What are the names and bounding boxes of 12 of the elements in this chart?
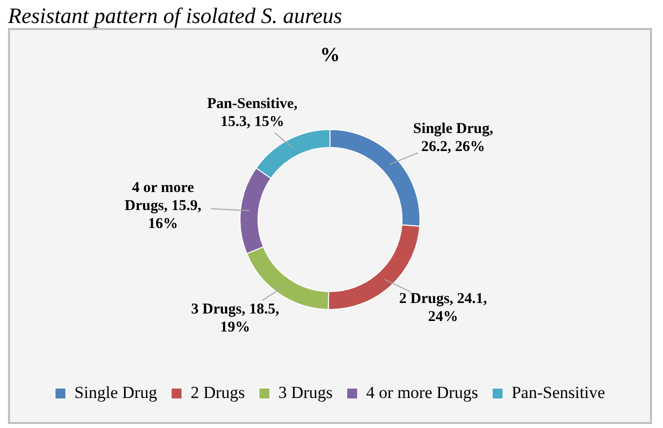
legend-label: Pan-Sensitive (512, 382, 606, 402)
data-label: Single Drug, 26.2, 26% (413, 120, 494, 155)
legend-label: Single Drug (74, 382, 158, 402)
data-label: 4 or more Drugs, 15.9, 16% (124, 180, 202, 232)
data-label: 2 Drugs, 24.1, 24% (399, 291, 488, 326)
legend-label: 4 or more Drugs (366, 382, 478, 402)
chart-title: Resistant pattern of isolated S. aureus (8, 3, 344, 28)
legend-label: 3 Drugs (278, 382, 333, 402)
legend-label: 2 Drugs (190, 382, 245, 402)
chart-subtitle: % (320, 44, 340, 66)
data-label: 3 Drugs, 18.5, 19% (191, 301, 280, 336)
data-label: Pan-Sensitive, 15.3, 15% (207, 96, 298, 130)
